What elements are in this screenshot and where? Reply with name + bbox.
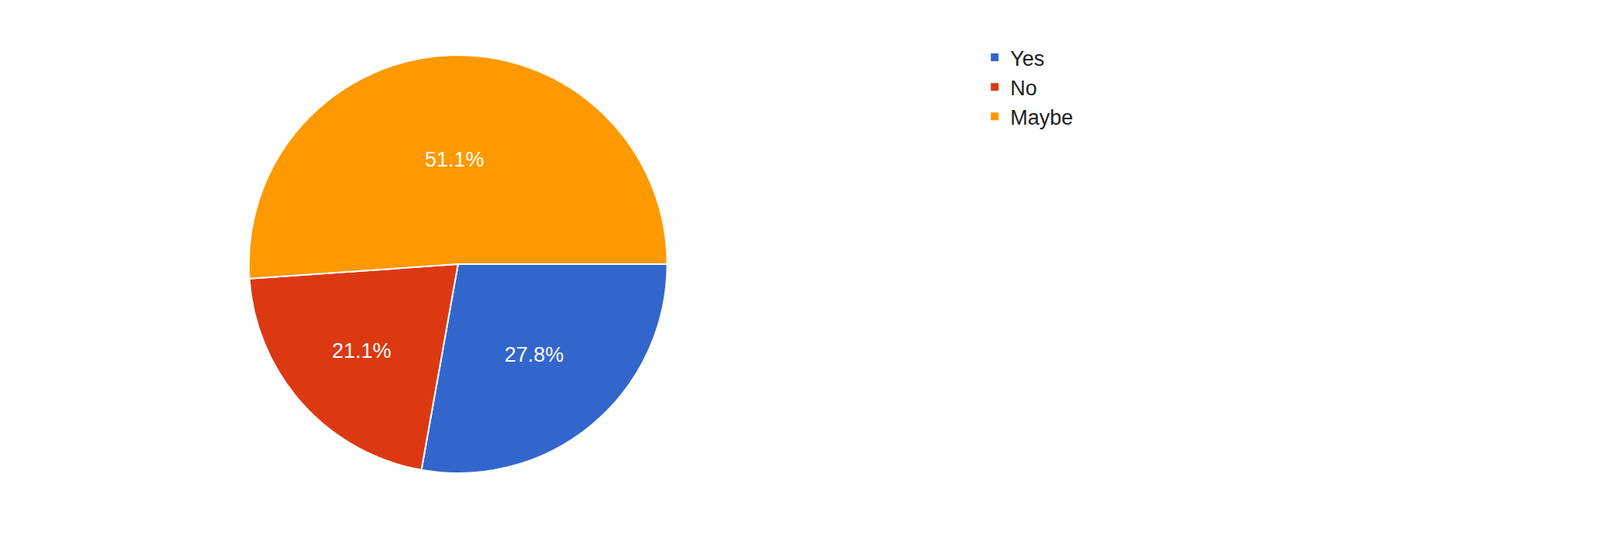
- svg-text:21.1%: 21.1%: [331, 339, 392, 363]
- svg-text:51.1%: 51.1%: [424, 148, 485, 172]
- svg-text:Maybe: Maybe: [1010, 106, 1073, 130]
- svg-text:27.8%: 27.8%: [504, 343, 565, 367]
- svg-text:No: No: [1010, 76, 1038, 100]
- svg-text:Yes: Yes: [1010, 47, 1045, 71]
